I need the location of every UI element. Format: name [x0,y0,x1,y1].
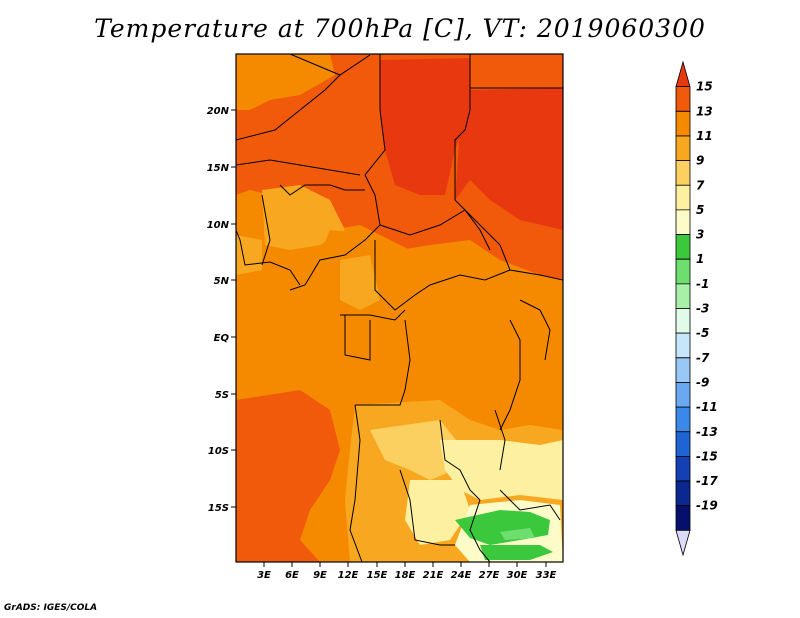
colorbar-segment [675,431,691,457]
lon-label: 24E [451,570,472,581]
lon-label: 33E [536,570,557,581]
axis-ticks [231,109,547,567]
colorbar-label: 7 [696,178,705,192]
colorbar-segment [675,60,691,88]
colorbar-segment [675,86,691,112]
colorbar-label: -9 [696,375,709,389]
colorbar-segment [675,382,691,408]
colorbar-label: 5 [696,203,704,217]
lon-label: 9E [313,570,327,581]
lat-label: 5S [215,390,229,401]
lat-label: 10N [207,220,230,231]
colorbar-segment [675,234,691,260]
lon-label: 18E [395,570,416,581]
lat-label: 20N [207,106,230,117]
lat-label: 5N [214,276,230,287]
colorbar-segment [675,209,691,235]
colorbar-label: -1 [696,277,709,291]
lat-label: 15N [207,163,230,174]
temperature-field [236,54,563,562]
colorbar-label: -15 [696,449,718,463]
lon-label: 27E [479,570,500,581]
colorbar-label: 3 [696,228,704,242]
colorbar-label: 11 [696,129,713,143]
lat-label: EQ [214,333,230,344]
colorbar-segment [675,308,691,334]
credit-text: GrADS: IGES/COLA [4,603,98,613]
colorbar-segment [675,283,691,309]
lat-labels: 20N 15N 10N 5N EQ 5S 10S 15S [207,106,230,514]
colorbar-segment [675,332,691,359]
colorbar-label: -5 [696,326,709,340]
colorbar-label: -13 [696,425,718,439]
colorbar-segment [675,160,691,186]
lat-label: 10S [208,446,229,457]
colorbar-segment [675,258,691,285]
colorbar-segment [675,357,691,383]
colorbar-segment [675,480,691,507]
country-borders [236,54,563,562]
colorbar-label: -17 [696,474,718,488]
colorbar-label: -7 [696,351,710,365]
colorbar-segment [675,406,691,433]
colorbar-segment [675,110,691,137]
colorbar-label: 13 [696,104,713,118]
colorbar-segment [675,184,691,211]
lon-label: 15E [367,570,388,581]
colorbar-label: -3 [696,302,709,316]
colorbar-label: 1 [696,252,704,266]
colorbar-segment [675,505,691,531]
lon-label: 30E [507,570,528,581]
colorbar-label: -11 [696,400,718,414]
lon-label: 3E [257,570,271,581]
colorbar: 15 13 11 9 7 5 3 1 -1 -3 -5 -7 -9 -11 -13 -15 -17 -19 [675,60,718,557]
colorbar-label: -19 [696,499,718,513]
map-title: Temperature at 700hPa [C], VT: 201906030… [94,14,706,43]
colorbar-label: 9 [696,154,704,168]
lon-labels: 3E 6E 9E 12E 15E 18E 21E 24E 27E 30E 33E [257,570,556,581]
map-frame [235,53,564,563]
lon-label: 21E [423,570,444,581]
colorbar-segment [675,456,691,482]
lat-label: 15S [208,503,229,514]
colorbar-segment [675,135,691,161]
colorbar-label: 15 [696,80,713,94]
colorbar-segment [675,529,691,557]
lon-label: 12E [338,570,359,581]
lon-label: 6E [285,570,299,581]
